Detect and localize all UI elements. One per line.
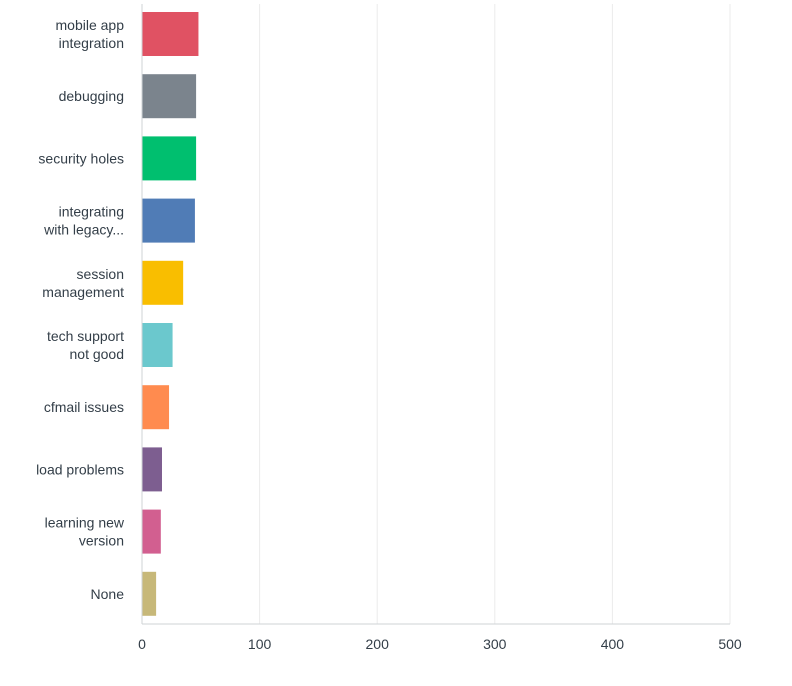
x-tick-label-100: 100 (248, 636, 272, 652)
bar-10[interactable] (142, 571, 157, 616)
bar-7[interactable] (142, 385, 170, 430)
category-label-8: load problems (36, 461, 124, 477)
x-tick-label-0: 0 (138, 636, 146, 652)
x-tick-label-500: 500 (718, 636, 742, 652)
category-label-9: learning new version (45, 515, 125, 549)
bar-9[interactable] (142, 509, 161, 554)
bar-6[interactable] (142, 323, 173, 367)
category-labels: mobile app integration debugging security h… (36, 17, 125, 602)
category-label-1: mobile app integration (56, 17, 125, 51)
bar-4[interactable] (142, 198, 195, 243)
bar-5[interactable] (142, 260, 184, 305)
bar-3[interactable] (142, 136, 197, 181)
bar-2[interactable] (142, 74, 197, 119)
x-tick-label-400: 400 (601, 636, 625, 652)
category-label-2: debugging (59, 88, 124, 104)
axes (141, 4, 730, 625)
category-label-6: tech support not good (47, 328, 124, 362)
bar-8[interactable] (142, 447, 162, 492)
x-tick-label-200: 200 (366, 636, 390, 652)
category-label-3: security holes (38, 150, 124, 166)
category-label-4: integrating with legacy... (43, 204, 124, 238)
category-label-7: cfmail issues (44, 399, 124, 415)
bars (142, 12, 199, 616)
category-label-10: None (91, 586, 125, 602)
x-tick-labels: 0 100 200 300 400 500 (138, 636, 742, 652)
category-label-5: session management (42, 266, 124, 300)
gridlines (259, 4, 731, 624)
x-tick-label-300: 300 (483, 636, 507, 652)
bar-1[interactable] (142, 12, 199, 56)
